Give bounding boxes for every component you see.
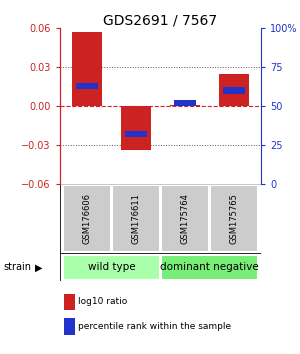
Bar xyxy=(63,255,160,280)
Bar xyxy=(121,106,151,150)
Text: GSM175765: GSM175765 xyxy=(230,193,238,244)
Bar xyxy=(76,83,98,89)
Title: GDS2691 / 7567: GDS2691 / 7567 xyxy=(103,13,218,27)
Text: ▶: ▶ xyxy=(34,262,42,272)
Text: GSM176611: GSM176611 xyxy=(131,193,140,244)
Text: wild type: wild type xyxy=(88,262,135,272)
Text: GSM175764: GSM175764 xyxy=(181,193,190,244)
Bar xyxy=(64,294,75,310)
Bar xyxy=(64,318,75,335)
Bar xyxy=(112,185,160,252)
Bar xyxy=(161,255,258,280)
Bar xyxy=(219,74,249,106)
Bar xyxy=(161,185,209,252)
Bar xyxy=(174,100,196,106)
Bar xyxy=(223,87,245,94)
Bar xyxy=(63,185,111,252)
Text: log10 ratio: log10 ratio xyxy=(78,297,127,306)
Text: GSM176606: GSM176606 xyxy=(82,193,91,244)
Bar xyxy=(210,185,258,252)
Bar xyxy=(72,32,102,106)
Text: dominant negative: dominant negative xyxy=(160,262,259,272)
Text: strain: strain xyxy=(3,262,31,272)
Text: percentile rank within the sample: percentile rank within the sample xyxy=(78,322,231,331)
Bar xyxy=(125,131,147,137)
Bar xyxy=(170,105,200,106)
